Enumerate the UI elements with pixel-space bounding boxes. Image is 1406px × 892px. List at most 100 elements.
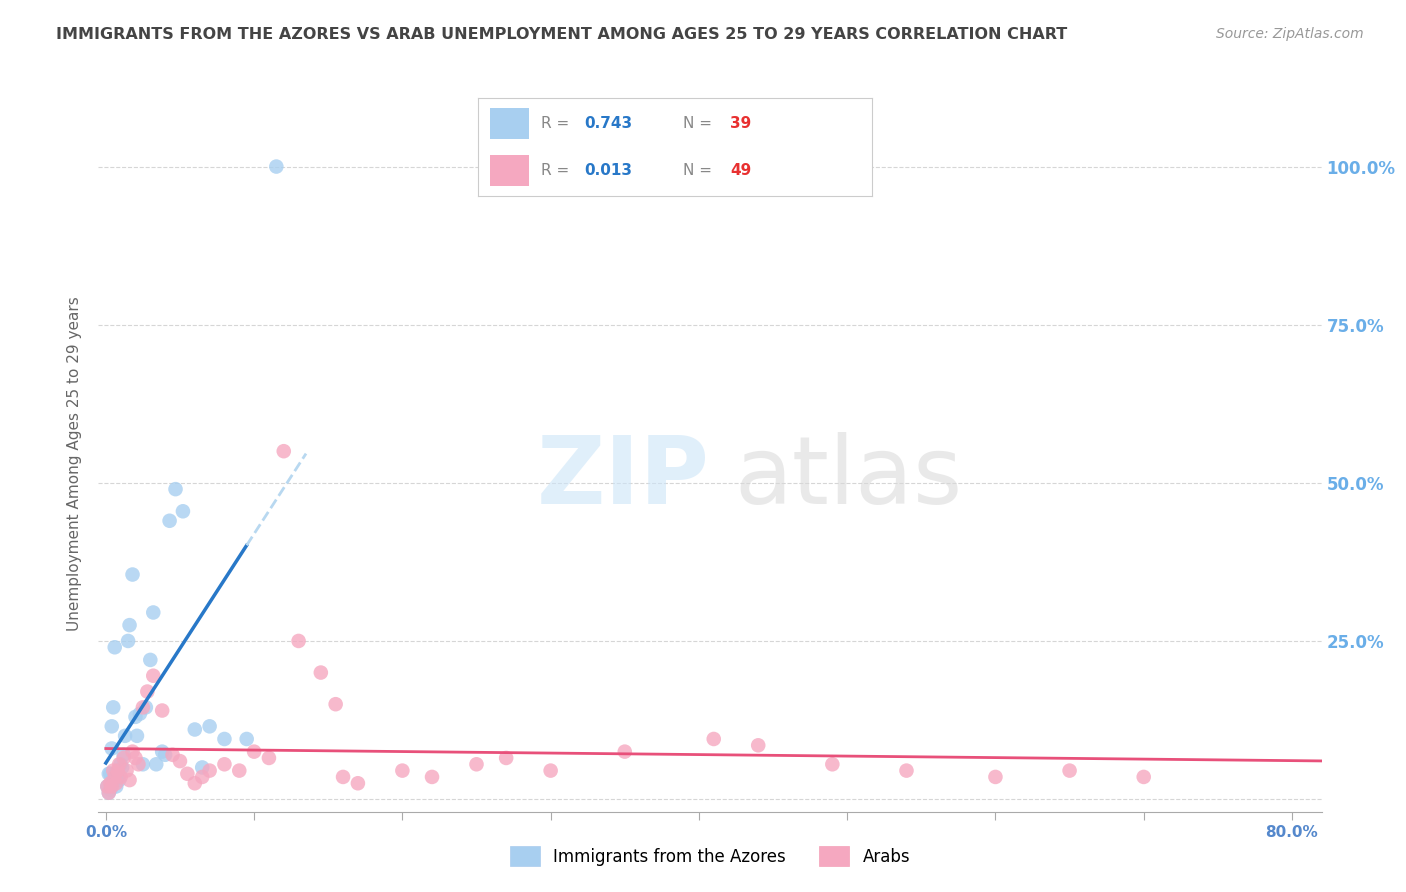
Point (108, 773, 131, 788)
Point (257, 751, 280, 765)
Point (145, 757, 167, 772)
Point (97, 786, 120, 800)
Point (132, 700, 155, 714)
Point (139, 653, 162, 667)
Point (1059, 764, 1081, 778)
Point (266, 160, 288, 174)
Point (98, 782, 121, 797)
Point (228, 764, 250, 778)
Point (117, 634, 139, 648)
Point (97, 786, 120, 800)
Point (198, 764, 221, 778)
Point (96, 780, 118, 794)
Point (115, 764, 138, 778)
Point (287, 634, 309, 648)
Point (214, 757, 236, 772)
Point (110, 770, 132, 784)
Point (112, 751, 135, 765)
Point (110, 757, 132, 772)
Point (495, 751, 517, 765)
Text: N =: N = (683, 163, 717, 178)
Point (184, 776, 207, 790)
Point (107, 770, 129, 784)
Point (540, 764, 562, 778)
Point (136, 684, 159, 698)
Point (121, 745, 143, 759)
Point (243, 745, 266, 759)
Point (984, 770, 1007, 784)
Point (191, 770, 214, 784)
Point (98, 776, 121, 790)
Legend: Immigrants from the Azores, Arabs: Immigrants from the Azores, Arabs (503, 839, 917, 873)
Point (150, 745, 173, 759)
Text: atlas: atlas (734, 432, 963, 524)
Point (613, 745, 636, 759)
Point (103, 773, 125, 788)
Point (135, 700, 157, 714)
Point (347, 776, 370, 790)
Point (118, 618, 141, 632)
Point (1132, 770, 1154, 784)
Point (112, 747, 135, 762)
Point (325, 697, 347, 711)
Point (105, 776, 128, 790)
Point (132, 757, 155, 772)
Point (104, 640, 127, 655)
Point (169, 754, 191, 768)
Text: R =: R = (541, 116, 574, 131)
Text: 39: 39 (730, 116, 751, 131)
Text: 0.743: 0.743 (585, 116, 633, 131)
Point (142, 669, 165, 683)
Point (235, 731, 257, 746)
Point (124, 710, 146, 724)
Point (159, 514, 181, 528)
Point (142, 606, 165, 620)
Point (821, 757, 844, 772)
Point (162, 747, 184, 762)
Point (391, 764, 413, 778)
Text: ZIP: ZIP (537, 432, 710, 524)
Point (118, 773, 141, 788)
Text: 49: 49 (730, 163, 751, 178)
Point (103, 764, 125, 778)
Point (191, 760, 214, 774)
Point (98, 766, 121, 780)
Point (100, 719, 122, 733)
Text: IMMIGRANTS FROM THE AZORES VS ARAB UNEMPLOYMENT AMONG AGES 25 TO 29 YEARS CORREL: IMMIGRANTS FROM THE AZORES VS ARAB UNEMP… (56, 27, 1067, 42)
Point (420, 770, 443, 784)
Point (896, 764, 918, 778)
Point (184, 723, 207, 737)
Point (172, 504, 194, 518)
Point (309, 665, 332, 680)
Point (125, 729, 148, 743)
Point (105, 780, 128, 794)
Point (703, 731, 725, 746)
Bar (489, 108, 529, 139)
Text: 0.013: 0.013 (585, 163, 633, 178)
Point (214, 731, 236, 746)
Text: R =: R = (541, 163, 574, 178)
Point (114, 729, 136, 743)
Point (129, 706, 152, 721)
Point (176, 766, 198, 780)
Y-axis label: Unemployment Among Ages 25 to 29 years: Unemployment Among Ages 25 to 29 years (67, 296, 83, 632)
Point (111, 760, 134, 774)
Point (153, 747, 176, 762)
Point (127, 757, 149, 772)
Point (465, 757, 488, 772)
Point (124, 751, 146, 765)
Point (108, 757, 131, 772)
Bar (489, 155, 529, 186)
Text: N =: N = (683, 116, 717, 131)
Point (121, 567, 143, 582)
Point (100, 780, 122, 794)
Point (103, 700, 125, 714)
Point (747, 739, 769, 753)
Point (273, 444, 295, 458)
Point (100, 741, 122, 756)
Point (332, 770, 354, 784)
Point (107, 764, 129, 778)
Point (198, 719, 221, 733)
Point (150, 704, 173, 718)
Point (104, 770, 127, 784)
